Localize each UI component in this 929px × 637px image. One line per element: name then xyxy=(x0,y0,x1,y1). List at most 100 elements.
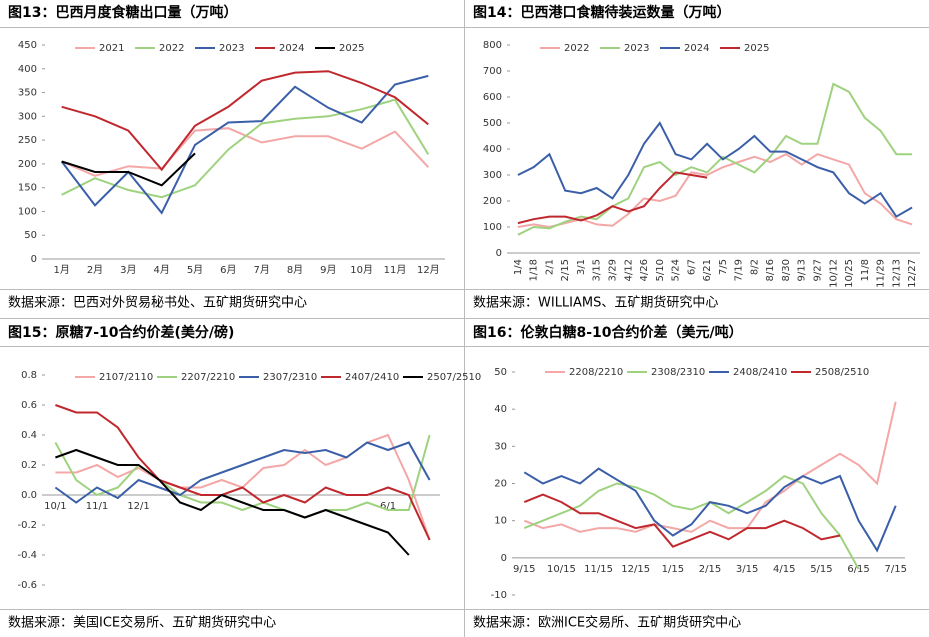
legend-label: 2408/2410 xyxy=(733,367,787,378)
source-note: 数据来源：欧洲ICE交易所、五矿期货研究中心 xyxy=(473,615,741,631)
x-tick-label: 11/29 xyxy=(876,259,887,288)
panel: 图13：巴西月度食糖出口量（万吨） 数据来源：巴西对外贸易秘书处、五矿期货研究中心… xyxy=(8,4,445,311)
panel: 图15：原糖7-10合约价差(美分/磅) 数据来源：美国ICE交易所、五矿期货研究… xyxy=(8,324,481,631)
legend-label: 2508/2510 xyxy=(815,367,869,378)
panel-title: 图14：巴西港口食糖待装运数量（万吨） xyxy=(473,4,730,21)
legend-label: 2208/2210 xyxy=(569,367,623,378)
x-tick-label: 12/15 xyxy=(621,564,650,575)
y-tick-label: 0 xyxy=(31,254,37,265)
x-tick-label: 6/15 xyxy=(847,564,869,575)
legend-label: 2407/2410 xyxy=(345,372,399,383)
y-tick-label: 100 xyxy=(483,222,502,233)
x-tick-label: 8/16 xyxy=(765,259,776,281)
source-note: 数据来源：WILLIAMS、五矿期货研究中心 xyxy=(473,295,718,311)
x-tick-label: 10/1 xyxy=(44,501,66,512)
y-tick-label: 700 xyxy=(483,66,502,77)
x-tick-label: 4/15 xyxy=(773,564,795,575)
y-tick-label: 0.6 xyxy=(21,400,37,411)
y-tick-label: 20 xyxy=(494,479,507,490)
x-tick-label: 12/1 xyxy=(127,501,149,512)
series-line xyxy=(523,493,841,548)
x-tick-label: 1/18 xyxy=(529,259,540,281)
x-tick-label: 1月 xyxy=(53,264,69,276)
x-tick-label: 1/15 xyxy=(662,564,684,575)
series-line xyxy=(55,448,410,556)
series-line xyxy=(61,152,196,187)
x-tick-label: 5/15 xyxy=(810,564,832,575)
x-tick-label: 3/15 xyxy=(736,564,758,575)
legend-label: 2024 xyxy=(684,43,709,54)
y-tick-label: 50 xyxy=(494,367,507,378)
legend-label: 2507/2510 xyxy=(427,372,481,383)
legend-label: 2023 xyxy=(624,43,649,54)
y-tick-label: 0 xyxy=(496,248,502,259)
x-tick-label: 11/8 xyxy=(860,259,871,281)
series-line xyxy=(517,82,913,236)
x-tick-label: 3/29 xyxy=(608,259,619,281)
legend-label: 2022 xyxy=(564,43,589,54)
x-tick-label: 6/21 xyxy=(702,259,713,281)
y-tick-label: 100 xyxy=(18,206,37,217)
y-tick-label: 0.4 xyxy=(21,430,37,441)
x-tick-label: 10/25 xyxy=(844,259,855,288)
y-tick-label: 150 xyxy=(18,183,37,194)
y-tick-label: 50 xyxy=(24,230,37,241)
y-tick-label: 40 xyxy=(494,404,507,415)
legend-label: 2023 xyxy=(219,43,244,54)
series-line xyxy=(61,70,429,172)
panel: 图14：巴西港口食糖待装运数量（万吨） 数据来源：WILLIAMS、五矿期货研究中… xyxy=(473,4,920,311)
y-tick-label: 800 xyxy=(483,40,502,51)
legend-label: 2308/2310 xyxy=(651,367,705,378)
x-tick-label: 5/24 xyxy=(671,259,682,281)
x-tick-label: 1/4 xyxy=(513,259,524,275)
y-tick-label: 350 xyxy=(18,88,37,99)
x-tick-label: 7/5 xyxy=(718,259,729,275)
x-tick-label: 9/27 xyxy=(813,259,824,281)
source-note: 数据来源：巴西对外贸易秘书处、五矿期货研究中心 xyxy=(8,295,307,311)
legend-label: 2025 xyxy=(744,43,769,54)
x-tick-label: 4月 xyxy=(153,264,169,276)
x-tick-label: 11月 xyxy=(384,264,407,276)
x-tick-label: 2/15 xyxy=(560,259,571,281)
y-tick-label: 30 xyxy=(494,441,507,452)
panel: 图16：伦敦白糖8-10合约价差（美元/吨） 数据来源：欧洲ICE交易所、五矿期货… xyxy=(473,324,907,631)
series-line xyxy=(523,401,897,533)
series-line xyxy=(523,474,860,570)
x-tick-label: 2月 xyxy=(87,264,103,276)
x-tick-label: 4/26 xyxy=(639,259,650,281)
y-tick-label: 0.2 xyxy=(21,460,37,471)
source-note: 数据来源：美国ICE交易所、五矿期货研究中心 xyxy=(8,615,276,631)
x-tick-label: 7月 xyxy=(253,264,269,276)
legend-label: 2025 xyxy=(339,43,364,54)
series-line xyxy=(54,434,431,519)
x-tick-label: 3/1 xyxy=(576,259,587,275)
y-tick-label: -0.4 xyxy=(17,550,37,561)
legend-label: 2307/2310 xyxy=(263,372,317,383)
series-line xyxy=(517,121,913,218)
y-tick-label: 300 xyxy=(483,170,502,181)
series-line xyxy=(517,171,708,225)
y-tick-label: -10 xyxy=(491,590,507,601)
legend-label: 2021 xyxy=(99,43,124,54)
series-line xyxy=(61,98,430,199)
y-tick-label: 300 xyxy=(18,111,37,122)
x-tick-label: 3月 xyxy=(120,264,136,276)
y-tick-label: 250 xyxy=(18,135,37,146)
y-tick-label: 500 xyxy=(483,118,502,129)
x-tick-label: 2/1 xyxy=(544,259,555,275)
x-tick-label: 10月 xyxy=(350,264,373,276)
y-tick-label: 400 xyxy=(18,64,37,75)
y-tick-label: 0 xyxy=(501,553,507,564)
x-tick-label: 3/15 xyxy=(592,259,603,281)
legend-label: 2024 xyxy=(279,43,304,54)
series-line xyxy=(54,441,431,504)
x-tick-label: 10/15 xyxy=(547,564,576,575)
panel-title: 图13：巴西月度食糖出口量（万吨） xyxy=(8,4,237,21)
x-tick-label: 5/10 xyxy=(655,259,666,281)
x-tick-label: 8月 xyxy=(287,264,303,276)
x-tick-label: 9月 xyxy=(320,264,336,276)
y-tick-label: 0.8 xyxy=(21,370,37,381)
y-tick-label: 0.0 xyxy=(21,490,37,501)
legend-label: 2022 xyxy=(159,43,184,54)
